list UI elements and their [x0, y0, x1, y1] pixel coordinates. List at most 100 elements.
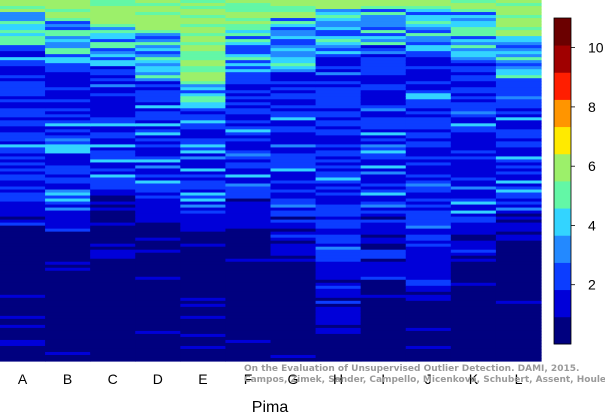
- heatmap-cell-H-50: [315, 150, 362, 155]
- heatmap-cell-F-67: [225, 201, 272, 206]
- heatmap-cell-G-62: [270, 186, 317, 191]
- heatmap-cell-L-91: [495, 273, 542, 278]
- heatmap-cell-C-33: [90, 99, 136, 103]
- heatmap-cell-D-100: [135, 300, 181, 305]
- heatmap-cell-E-24: [180, 72, 227, 76]
- heatmap-cell-D-44: [135, 132, 181, 136]
- heatmap-cell-L-34: [495, 102, 542, 106]
- heatmap-cell-K-67: [450, 201, 497, 206]
- heatmap-cell-D-18: [135, 54, 181, 58]
- heatmap-cell-J-18: [405, 54, 452, 58]
- heatmap-cell-F-2: [225, 6, 272, 10]
- heatmap-cell-D-26: [135, 78, 181, 82]
- heatmap-cell-L-33: [495, 99, 542, 103]
- heatmap-cell-E-46: [180, 138, 227, 142]
- heatmap-cell-F-46: [225, 138, 272, 142]
- heatmap-cell-H-92: [315, 276, 362, 281]
- heatmap-cell-K-26: [450, 78, 497, 82]
- heatmap-cell-I-16: [360, 48, 407, 52]
- heatmap-cell-K-60: [450, 180, 497, 185]
- heatmap-cell-D-61: [135, 183, 181, 188]
- colorbar-tick-8: 8: [588, 99, 596, 115]
- heatmap-cell-G-50: [270, 150, 317, 155]
- heatmap-cell-J-118: [405, 354, 452, 359]
- heatmap-cell-G-60: [270, 180, 317, 185]
- heatmap-cell-A-40: [0, 120, 46, 124]
- heatmap-cell-J-73: [405, 219, 452, 224]
- heatmap-cell-B-48: [45, 144, 91, 149]
- heatmap-cell-E-56: [180, 168, 227, 173]
- heatmap-cell-G-111: [270, 333, 317, 338]
- heatmap-cell-B-49: [45, 147, 91, 152]
- colorbar-tick-2: 2: [588, 277, 596, 293]
- heatmap-cell-D-28: [135, 84, 181, 88]
- heatmap-cell-H-4: [315, 12, 362, 16]
- heatmap-cell-B-89: [45, 267, 91, 272]
- heatmap-cell-J-98: [405, 294, 452, 299]
- heatmap-cell-K-70: [450, 210, 497, 215]
- heatmap-cell-H-25: [315, 75, 362, 79]
- heatmap-cell-L-18: [495, 54, 542, 58]
- heatmap-cell-J-22: [405, 66, 452, 70]
- heatmap-cell-H-61: [315, 183, 362, 188]
- heatmap-cell-C-5: [90, 15, 136, 19]
- heatmap-cell-C-91: [90, 273, 136, 278]
- heatmap-cell-C-14: [90, 42, 136, 46]
- heatmap-cell-F-70: [225, 210, 272, 215]
- heatmap-cell-K-30: [450, 90, 497, 94]
- heatmap-cell-E-71: [180, 213, 227, 218]
- heatmap-cell-J-105: [405, 315, 452, 320]
- heatmap-cell-G-69: [270, 207, 317, 212]
- heatmap-cell-H-100: [315, 300, 362, 305]
- heatmap-cell-F-29: [225, 87, 272, 91]
- heatmap-cell-E-18: [180, 54, 227, 58]
- heatmap-cell-E-113: [180, 339, 227, 344]
- heatmap-cell-L-119: [495, 357, 542, 362]
- heatmap-cell-C-63: [90, 189, 136, 194]
- heatmap-cell-D-95: [135, 285, 181, 290]
- colorbar: [553, 17, 572, 345]
- heatmap-cell-I-89: [360, 267, 407, 272]
- heatmap-cell-C-48: [90, 144, 136, 149]
- heatmap-cell-J-95: [405, 285, 452, 290]
- heatmap-cell-H-31: [315, 93, 362, 97]
- heatmap-cell-J-116: [405, 348, 452, 353]
- heatmap-cell-G-116: [270, 348, 317, 353]
- heatmap-cell-C-82: [90, 246, 136, 251]
- heatmap-cell-A-95: [0, 285, 46, 290]
- heatmap-cell-F-15: [225, 45, 272, 49]
- heatmap-cell-F-101: [225, 303, 272, 308]
- heatmap-cell-F-40: [225, 120, 272, 124]
- heatmap-cell-L-75: [495, 225, 542, 230]
- heatmap-cell-C-75: [90, 225, 136, 230]
- heatmap-cell-I-100: [360, 300, 407, 305]
- heatmap-cell-A-34: [0, 102, 46, 106]
- heatmap-cell-L-56: [495, 168, 542, 173]
- heatmap-cell-D-111: [135, 333, 181, 338]
- heatmap-cell-G-93: [270, 279, 317, 284]
- heatmap-cell-K-36: [450, 108, 497, 112]
- heatmap-cell-E-51: [180, 153, 227, 158]
- heatmap-cell-D-7: [135, 21, 181, 25]
- heatmap-cell-F-96: [225, 288, 272, 293]
- heatmap-cell-E-101: [180, 303, 227, 308]
- heatmap-cell-J-12: [405, 36, 452, 40]
- heatmap-cell-G-12: [270, 36, 317, 40]
- heatmap-cell-K-58: [450, 174, 497, 179]
- heatmap-cell-L-104: [495, 312, 542, 317]
- heatmap-cell-F-50: [225, 150, 272, 155]
- heatmap-cell-A-24: [0, 72, 46, 76]
- heatmap-cell-G-58: [270, 174, 317, 179]
- heatmap-cell-J-92: [405, 276, 452, 281]
- heatmap-cell-L-39: [495, 117, 542, 121]
- heatmap-cell-D-104: [135, 312, 181, 317]
- heatmap-cell-L-107: [495, 321, 542, 326]
- heatmap-cell-D-33: [135, 99, 181, 103]
- heatmap-cell-L-4: [495, 12, 542, 16]
- heatmap-cell-G-61: [270, 183, 317, 188]
- heatmap-cell-C-19: [90, 57, 136, 61]
- heatmap-cell-F-24: [225, 72, 272, 76]
- heatmap-cell-B-28: [45, 84, 91, 88]
- heatmap-cell-C-111: [90, 333, 136, 338]
- heatmap-cell-J-90: [405, 270, 452, 275]
